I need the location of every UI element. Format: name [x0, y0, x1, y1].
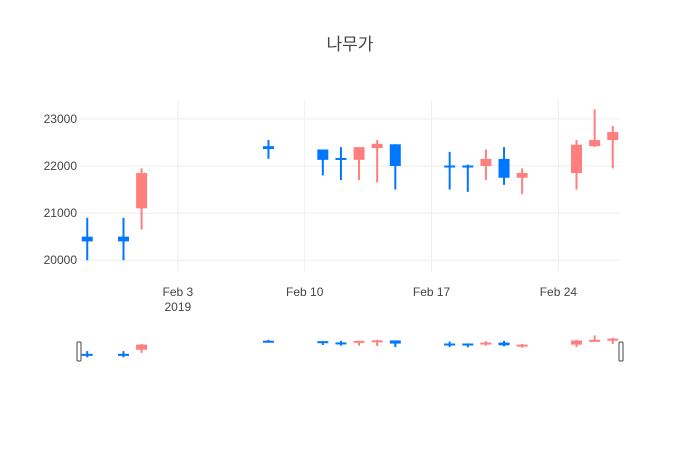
slider-candle-body — [317, 341, 329, 344]
range-slider-right-handle[interactable] — [618, 341, 624, 362]
candle[interactable] — [444, 151, 456, 190]
slider-candle — [81, 351, 93, 358]
slider-candle — [516, 343, 528, 348]
candle[interactable] — [371, 140, 383, 183]
slider-candle-body — [371, 340, 383, 343]
slider-candle-body — [136, 344, 148, 350]
candle[interactable] — [81, 217, 93, 261]
slider-candle — [317, 341, 329, 345]
candle-body — [444, 165, 456, 168]
candle[interactable] — [335, 147, 347, 181]
candle-body — [371, 143, 383, 149]
candle-body — [480, 158, 492, 166]
slider-candle-body — [589, 339, 601, 342]
candle-body — [498, 158, 510, 178]
slider-candle-body — [607, 338, 619, 341]
slider-candle — [371, 339, 383, 346]
slider-candle — [262, 339, 274, 343]
x-tick-label: Feb 10 — [286, 285, 324, 299]
candle-body — [117, 236, 129, 242]
slider-candle — [353, 340, 365, 346]
candle[interactable] — [607, 125, 619, 169]
candle-body — [81, 236, 93, 242]
slider-candle-body — [389, 340, 401, 344]
slider-candle-body — [571, 340, 583, 345]
slider-candle-body — [462, 343, 474, 346]
slider-candle — [607, 337, 619, 344]
y-axis: 20000 21000 22000 23000 — [44, 112, 78, 267]
x-tick-label: Feb 24 — [540, 285, 578, 299]
candle[interactable] — [480, 149, 492, 181]
range-slider-left-handle[interactable] — [76, 341, 82, 362]
slider-candle — [117, 351, 129, 358]
candle-body — [353, 147, 365, 160]
x-tick-label: Feb 17 — [413, 285, 451, 299]
x-tick-label: Feb 3 — [163, 285, 194, 299]
slider-candle-body — [335, 342, 347, 345]
candle-body — [589, 140, 601, 147]
slider-candle-body — [444, 343, 456, 346]
candle[interactable] — [389, 144, 401, 190]
slider-candle — [589, 335, 601, 342]
candle[interactable] — [498, 147, 510, 185]
candle[interactable] — [516, 168, 528, 195]
slider-candle-body — [353, 340, 365, 343]
slider-candle — [389, 340, 401, 348]
candle[interactable] — [117, 217, 129, 261]
grid-lines — [80, 100, 620, 272]
candle[interactable] — [353, 147, 365, 181]
slider-candle — [462, 343, 474, 348]
y-tick-label: 23000 — [44, 112, 78, 126]
candle-body — [262, 146, 274, 150]
candle[interactable] — [262, 140, 274, 159]
slider-candle — [498, 340, 510, 347]
candle[interactable] — [317, 149, 329, 176]
candle-body — [462, 165, 474, 168]
candle-body — [607, 132, 619, 141]
candle-body — [335, 157, 347, 160]
candle-body — [136, 173, 148, 209]
candle-body — [516, 173, 528, 178]
slider-candle — [136, 343, 148, 353]
chart-title: 나무가 — [327, 35, 374, 55]
slider-candle — [335, 340, 347, 346]
slider-candle-body — [516, 344, 528, 347]
x-tick-sublabel: 2019 — [165, 300, 192, 314]
slider-candle-body — [480, 342, 492, 345]
slider-candle-body — [498, 342, 510, 346]
slider-candle-body — [262, 340, 274, 343]
y-tick-label: 21000 — [44, 206, 78, 220]
candle[interactable] — [136, 168, 148, 230]
candle[interactable] — [462, 164, 474, 192]
slider-candle-body — [117, 353, 129, 356]
y-tick-label: 22000 — [44, 159, 78, 173]
slider-candle — [571, 339, 583, 348]
candle-body — [317, 149, 329, 160]
slider-candle — [444, 341, 456, 348]
candle-body — [389, 144, 401, 166]
candle[interactable] — [589, 109, 601, 148]
candle-body — [571, 144, 583, 174]
slider-candle — [480, 341, 492, 346]
slider-candle-body — [81, 353, 93, 356]
y-tick-label: 20000 — [44, 253, 78, 267]
candles[interactable] — [81, 109, 619, 261]
range-slider[interactable] — [76, 335, 624, 362]
candle[interactable] — [571, 140, 583, 190]
